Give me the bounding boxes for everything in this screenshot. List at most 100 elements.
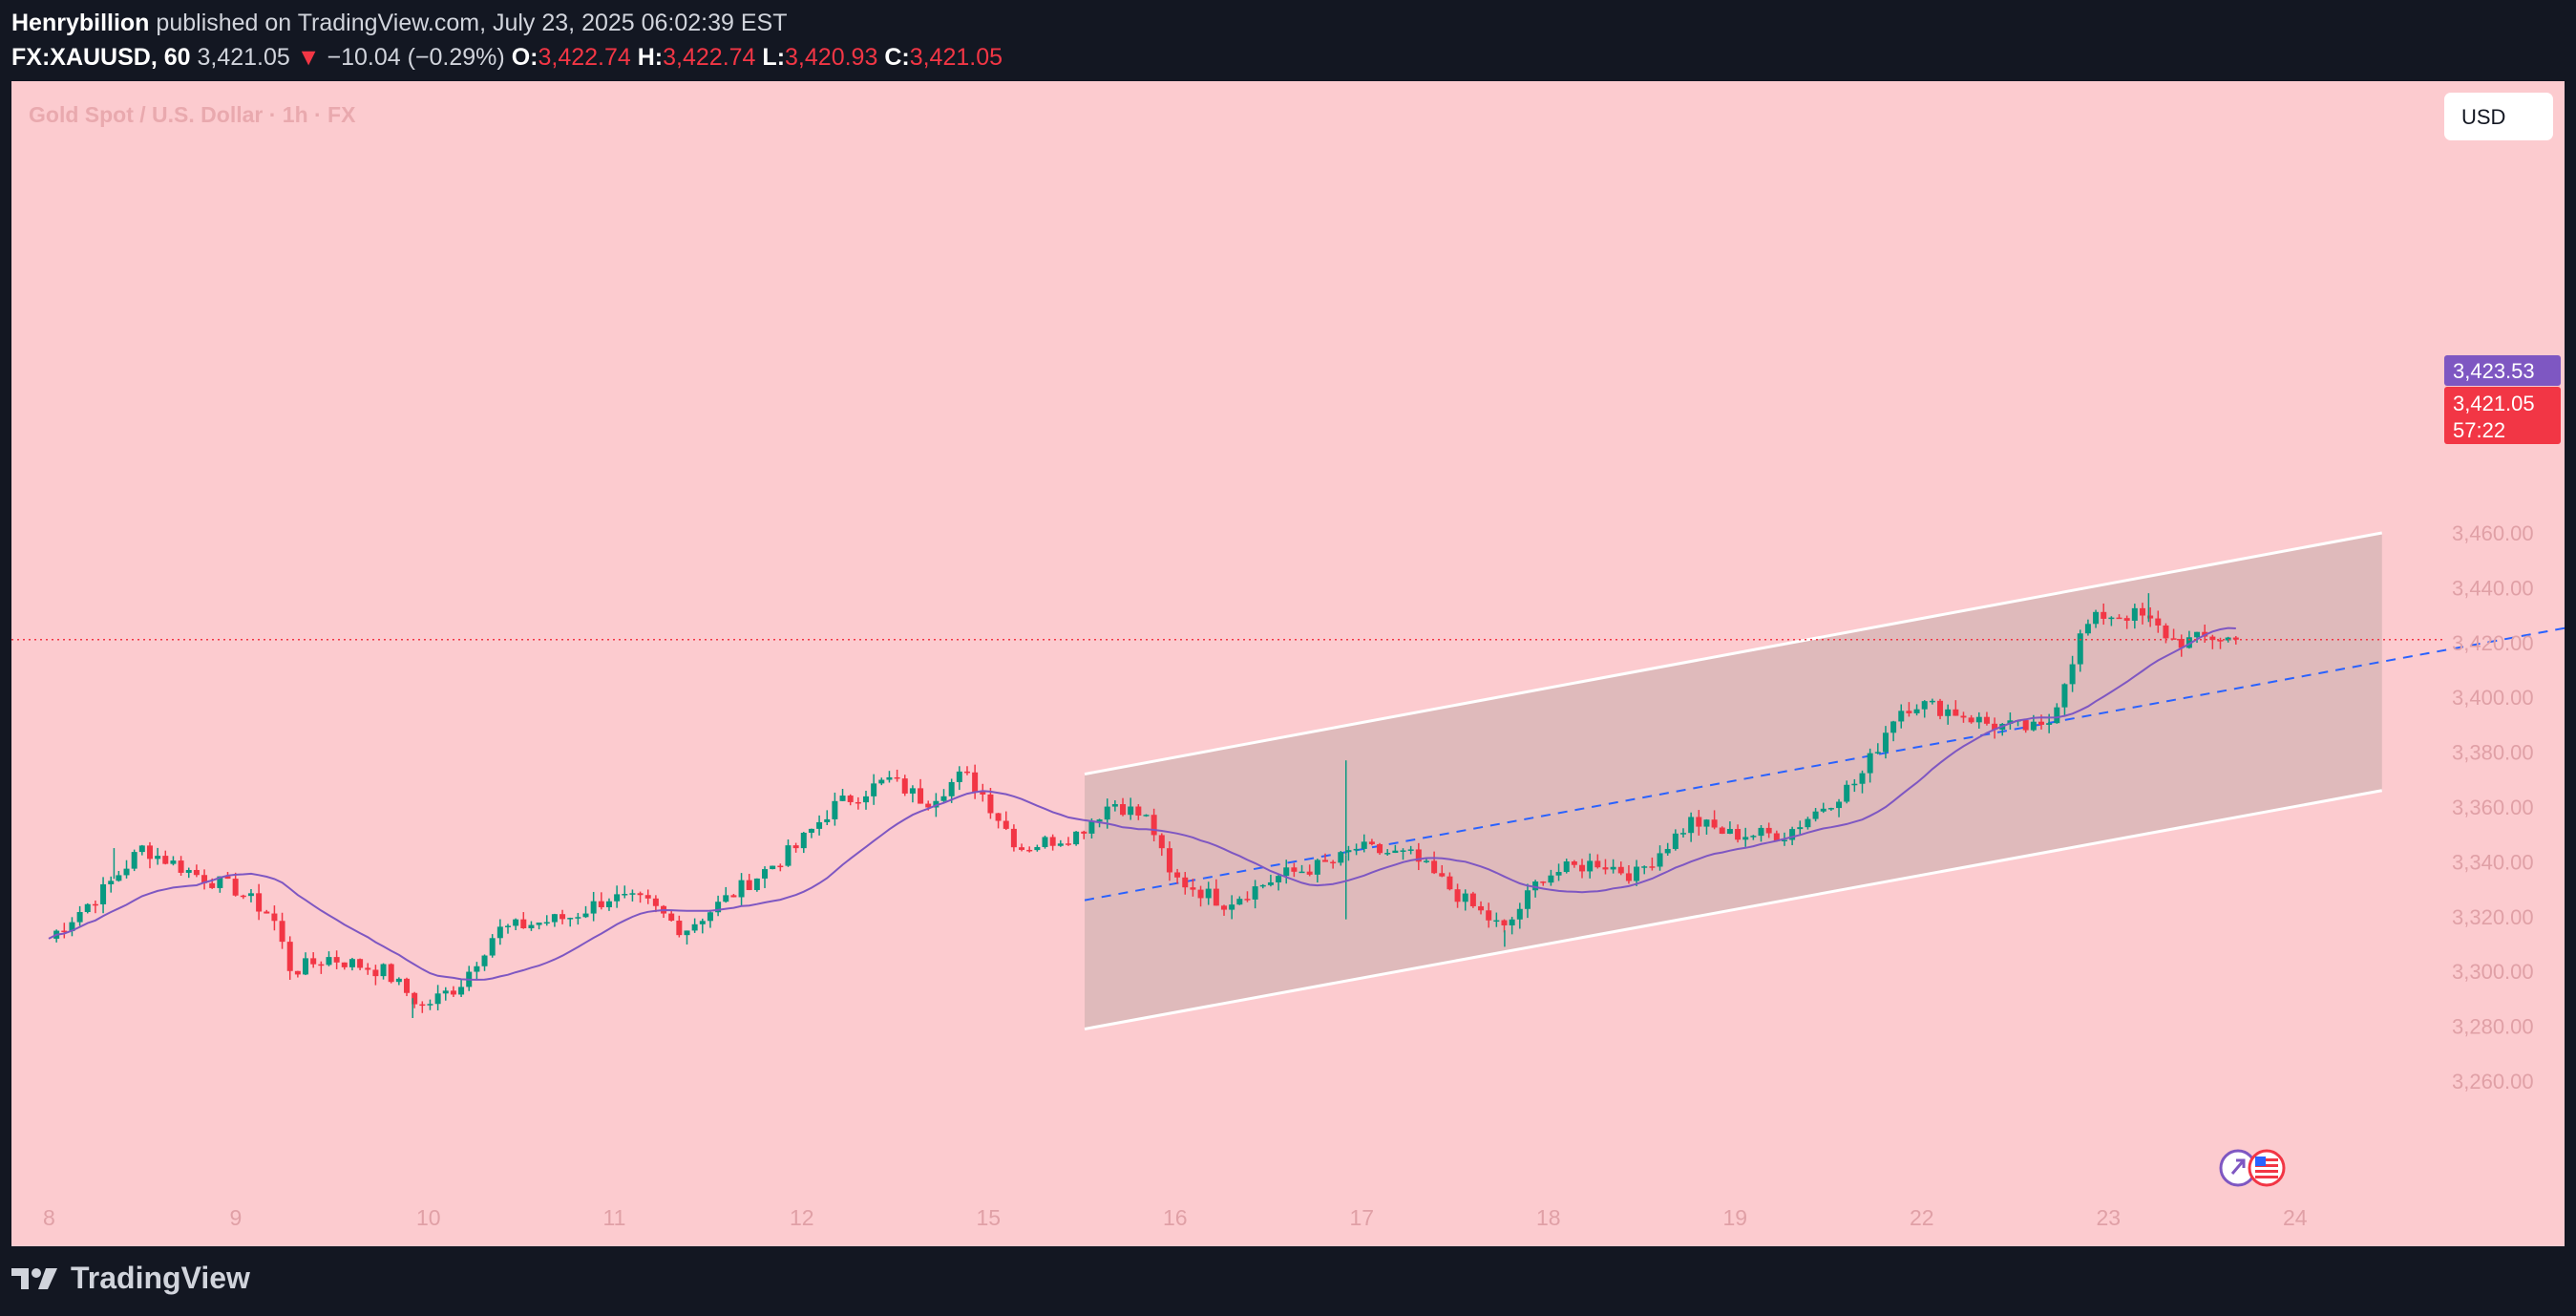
candle-body (2163, 625, 2169, 639)
high-value: 3,422.74 (663, 44, 756, 71)
x-tick-label: 23 (2097, 1205, 2122, 1230)
currency-button-label[interactable]: USD (2461, 105, 2505, 129)
candle-body (1010, 828, 1017, 848)
candle-body (1088, 821, 1095, 834)
candle-body (123, 868, 130, 876)
down-arrow-icon: ▼ (296, 44, 321, 71)
candle-body (170, 860, 177, 864)
candle-body (1501, 920, 1508, 925)
candle-body (1081, 831, 1087, 834)
moving-average-line (48, 626, 2236, 981)
candle-body (1827, 808, 1834, 810)
candle-body (925, 803, 932, 808)
candle-body (800, 832, 807, 849)
candle-body (1120, 804, 1127, 816)
candle-body (1221, 905, 1228, 910)
candle-body (1679, 833, 1686, 835)
candle-body (496, 926, 503, 939)
ohlc-row: FX:XAUUSD, 60 3,421.05 ▼ −10.04 (−0.29%)… (11, 40, 1003, 74)
candle-body (1003, 820, 1009, 829)
candle-body (1283, 867, 1290, 877)
candle-body (560, 914, 566, 920)
candle-body (427, 1004, 433, 1006)
candle-body (474, 966, 480, 972)
candle-body (2061, 684, 2068, 708)
candle-body (637, 893, 644, 896)
x-tick-label: 8 (43, 1205, 55, 1230)
candle-body (1299, 871, 1305, 874)
candle-body (684, 930, 690, 936)
candle-body (2084, 624, 2091, 634)
candle-body (1548, 875, 1554, 883)
price-chart[interactable]: 3,260.00 3,280.00 3,300.00 3,320.00 3,340.00… (11, 81, 2565, 1246)
candle-body (629, 893, 636, 895)
candle-body (404, 978, 411, 993)
candle-body (333, 957, 340, 963)
candle-body (348, 959, 355, 967)
open-label: O: (511, 44, 538, 71)
candle-body (1049, 837, 1056, 846)
candle-body (1252, 886, 1258, 900)
candle-body (1867, 753, 1873, 774)
candle-body (2209, 636, 2216, 641)
candle-body (1750, 836, 1757, 838)
candle-body (987, 794, 994, 814)
time-axis[interactable]: 8 9 10 11 12 15 16 17 18 19 22 23 24 (43, 1205, 2308, 1230)
candle-body (590, 901, 597, 914)
x-tick-label: 24 (2283, 1205, 2308, 1230)
candle-body (1696, 817, 1702, 827)
candle-body (256, 893, 263, 912)
candle-body (481, 955, 488, 966)
candle-body (2116, 617, 2122, 620)
y-tick-label: 3,300.00 (2452, 960, 2534, 984)
x-tick-label: 16 (1163, 1205, 1188, 1230)
x-tick-label: 17 (1350, 1205, 1375, 1230)
candle-body (1439, 873, 1446, 877)
candle-body (1773, 833, 1780, 841)
close-label: C: (884, 44, 910, 71)
candle-body (1361, 841, 1367, 849)
candle-body (84, 903, 91, 913)
publish-info: Henrybillion published on TradingView.co… (11, 6, 1003, 40)
candle-body (918, 788, 924, 804)
candle-body (1384, 853, 1391, 855)
candle-body (894, 776, 900, 779)
candle-body (753, 878, 760, 890)
ma-price-label: 3,423.53 (2453, 359, 2535, 383)
candle-body (1610, 866, 1616, 870)
price-axis[interactable]: 3,260.00 3,280.00 3,300.00 3,320.00 3,340.00… (2452, 521, 2534, 1093)
candle-body (434, 993, 441, 1005)
candle-body (303, 958, 309, 975)
candle-body (2108, 617, 2115, 620)
chart-header: Henrybillion published on TradingView.co… (11, 6, 1003, 74)
candle-body (1096, 819, 1103, 822)
candle-body (2038, 721, 2045, 725)
candle-body (1493, 920, 1500, 923)
candle-body (909, 788, 916, 794)
candle-body (155, 856, 161, 860)
currency-button[interactable]: USD (2444, 93, 2553, 140)
candle-body (1532, 881, 1539, 891)
candle-body (972, 772, 979, 793)
us-flag-icon[interactable] (2248, 1149, 2286, 1187)
candle-body (2093, 611, 2100, 625)
candle-body (2170, 638, 2177, 640)
author-name[interactable]: Henrybillion (11, 10, 150, 36)
x-tick-label: 15 (977, 1205, 1002, 1230)
candle-body (217, 876, 223, 888)
candle-body (839, 796, 846, 801)
candle-body (69, 922, 75, 932)
candle-body (92, 903, 98, 906)
candle-body (1719, 827, 1725, 835)
candle-body (1758, 827, 1764, 837)
candle-body (1975, 716, 1982, 723)
candle-body (676, 921, 683, 936)
candle-body (1516, 908, 1523, 920)
x-tick-label: 22 (1910, 1205, 1934, 1230)
candle-body (2046, 723, 2053, 725)
tradingview-watermark[interactable]: TradingView (11, 1261, 250, 1296)
candle-body (279, 921, 285, 943)
candle-body (1797, 827, 1804, 830)
candle-body (901, 778, 908, 794)
candle-body (2232, 637, 2239, 640)
